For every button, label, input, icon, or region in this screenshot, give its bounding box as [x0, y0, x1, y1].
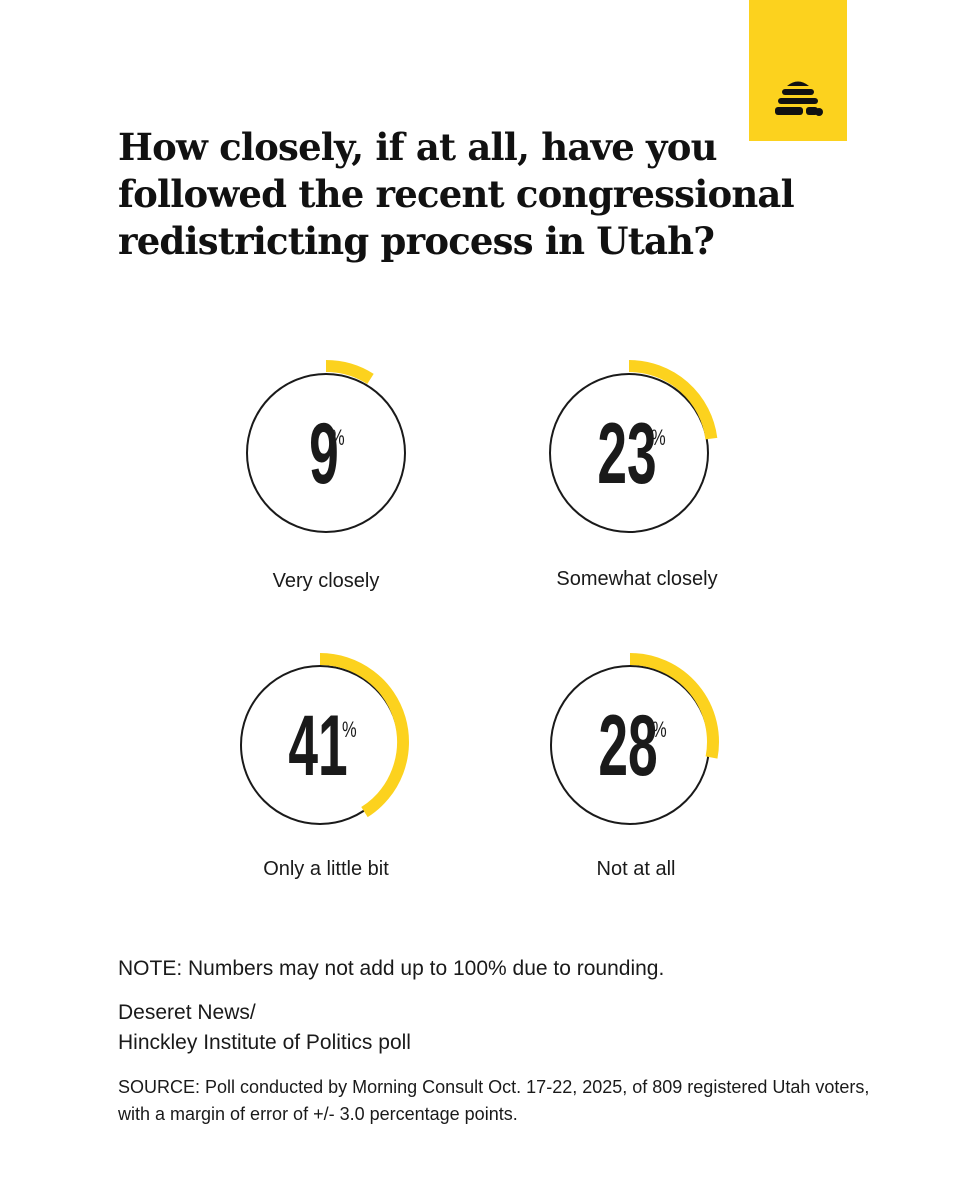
gauge-arc: [325, 360, 374, 385]
gauge-somewhat-closely: 23% Somewhat closely: [549, 360, 718, 590]
chart-title: How closely, if at all, have you followe…: [118, 125, 795, 263]
brand-logo-box: [749, 0, 847, 141]
gauge-percent-sign: %: [651, 426, 666, 451]
gauge-very-closely: 9% Very closely: [246, 360, 406, 592]
gauge-value: 23: [597, 406, 656, 502]
donut-chart-grid: 9% Very closely 23% Somewhat closely 41% Only…: [240, 360, 719, 880]
gauge-label: Only a little bit: [263, 858, 389, 880]
gauge-label: Very closely: [273, 570, 380, 592]
gauge-value: 28: [598, 698, 657, 794]
byline-line-1: Deseret News/: [118, 1001, 256, 1024]
gauge-label: Not at all: [597, 858, 676, 880]
gauge-value: 9: [309, 406, 339, 502]
gauge-ring: [246, 373, 406, 533]
gauge-value: 41: [288, 698, 347, 794]
source-note: SOURCE: Poll conducted by Morning Consul…: [118, 1077, 870, 1124]
gauge-percent-sign: %: [342, 718, 357, 743]
gauge-arc: [628, 360, 718, 440]
gauge-only-a-little-bit: 41% Only a little bit: [240, 653, 409, 880]
byline: Deseret News/ Hinckley Institute of Poli…: [118, 998, 878, 1058]
byline-line-2: Hinckley Institute of Politics poll: [118, 1031, 411, 1054]
gauge-percent-sign: %: [652, 718, 667, 743]
rounding-note: NOTE: Numbers may not add up to 100% due…: [118, 957, 665, 980]
gauge-not-at-all: 28% Not at all: [550, 653, 719, 880]
beehive-icon: [775, 81, 823, 116]
gauge-arc: [319, 653, 409, 818]
gauge-label: Somewhat closely: [556, 568, 717, 590]
gauge-ring: [549, 373, 709, 533]
gauge-arc: [629, 653, 719, 759]
gauge-percent-sign: %: [330, 426, 345, 451]
